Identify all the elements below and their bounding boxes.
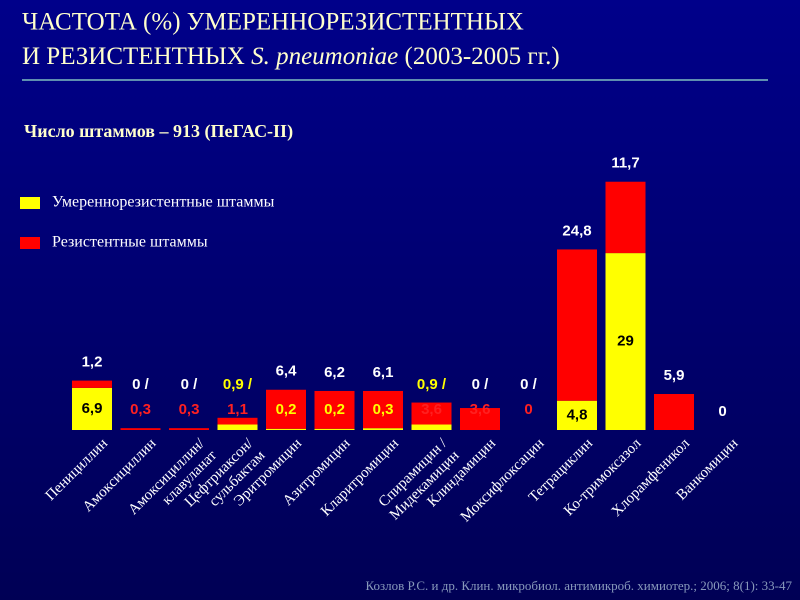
- value-label: 6,9: [82, 400, 103, 417]
- bar-segment: [557, 400, 597, 430]
- bar-segment: [266, 389, 306, 429]
- bar-segment: [363, 428, 403, 430]
- value-label: 0 /: [181, 376, 199, 393]
- legend-label: Умереннорезистентные штаммы: [52, 194, 275, 211]
- bar-segment: [169, 428, 209, 430]
- title-part: (2003-2005 гг.): [398, 43, 559, 70]
- bar-segment: [314, 428, 355, 430]
- value-label: 6,1: [373, 364, 394, 381]
- value-label: 6,2: [324, 364, 345, 381]
- value-label: 0: [524, 401, 532, 418]
- value-label: 5,9: [664, 367, 685, 384]
- legend-swatch: [20, 197, 40, 209]
- title-part: И РЕЗИСТЕНТНЫХ: [22, 43, 251, 70]
- value-label: 1,1: [227, 401, 248, 418]
- value-label: 0,2: [324, 401, 345, 418]
- bar-segment: [217, 424, 258, 430]
- value-label: 0,2: [276, 401, 297, 418]
- value-label: 0 /: [520, 376, 538, 393]
- value-label: 0,3: [373, 401, 394, 418]
- value-label: 0,3: [179, 401, 200, 418]
- source: Козлов Р.С. и др. Клин. микробиол. антим…: [365, 578, 792, 593]
- bar-segment: [217, 417, 258, 425]
- value-label: 29: [617, 333, 634, 350]
- value-label: 3,6: [421, 401, 442, 418]
- legend-swatch: [20, 237, 40, 249]
- value-label: 0,9 /: [223, 376, 253, 393]
- bar-segment: [411, 424, 452, 430]
- legend-label: Резистентные штаммы: [52, 234, 208, 251]
- value-label: 11,7: [611, 155, 639, 172]
- value-label: 0 /: [472, 376, 490, 393]
- value-label: 3,6: [470, 401, 491, 418]
- bar-segment: [605, 181, 646, 254]
- title-line: ЧАСТОТА (%) УМЕРЕННОРЕЗИСТЕНТНЫХ: [22, 9, 524, 36]
- title-part: S. pneumoniae: [251, 43, 398, 70]
- value-label: 0 /: [132, 376, 150, 393]
- bar-segment: [605, 253, 646, 430]
- bar-segment: [266, 428, 306, 430]
- bar-segment: [411, 402, 452, 425]
- value-label: 6,4: [276, 363, 298, 380]
- subtitle: Число штаммов – 913 (ПеГАС-II): [24, 121, 293, 142]
- bar-segment: [460, 408, 500, 430]
- bar-segment: [72, 380, 112, 388]
- value-label: 1,2: [82, 354, 103, 371]
- bar-segment: [557, 249, 597, 401]
- bar-segment: [363, 390, 403, 429]
- bar-segment: [314, 390, 355, 429]
- title-line: И РЕЗИСТЕНТНЫХ S. pneumoniae (2003-2005 …: [22, 43, 560, 70]
- value-label: 0,9 /: [417, 376, 447, 393]
- value-label: 0: [718, 403, 726, 420]
- bar-segment: [120, 428, 161, 430]
- bar-segment: [654, 394, 694, 430]
- value-label: 24,8: [562, 222, 591, 239]
- bar-segment: [72, 387, 112, 430]
- value-label: 4,8: [567, 406, 588, 423]
- value-label: 0,3: [130, 401, 151, 418]
